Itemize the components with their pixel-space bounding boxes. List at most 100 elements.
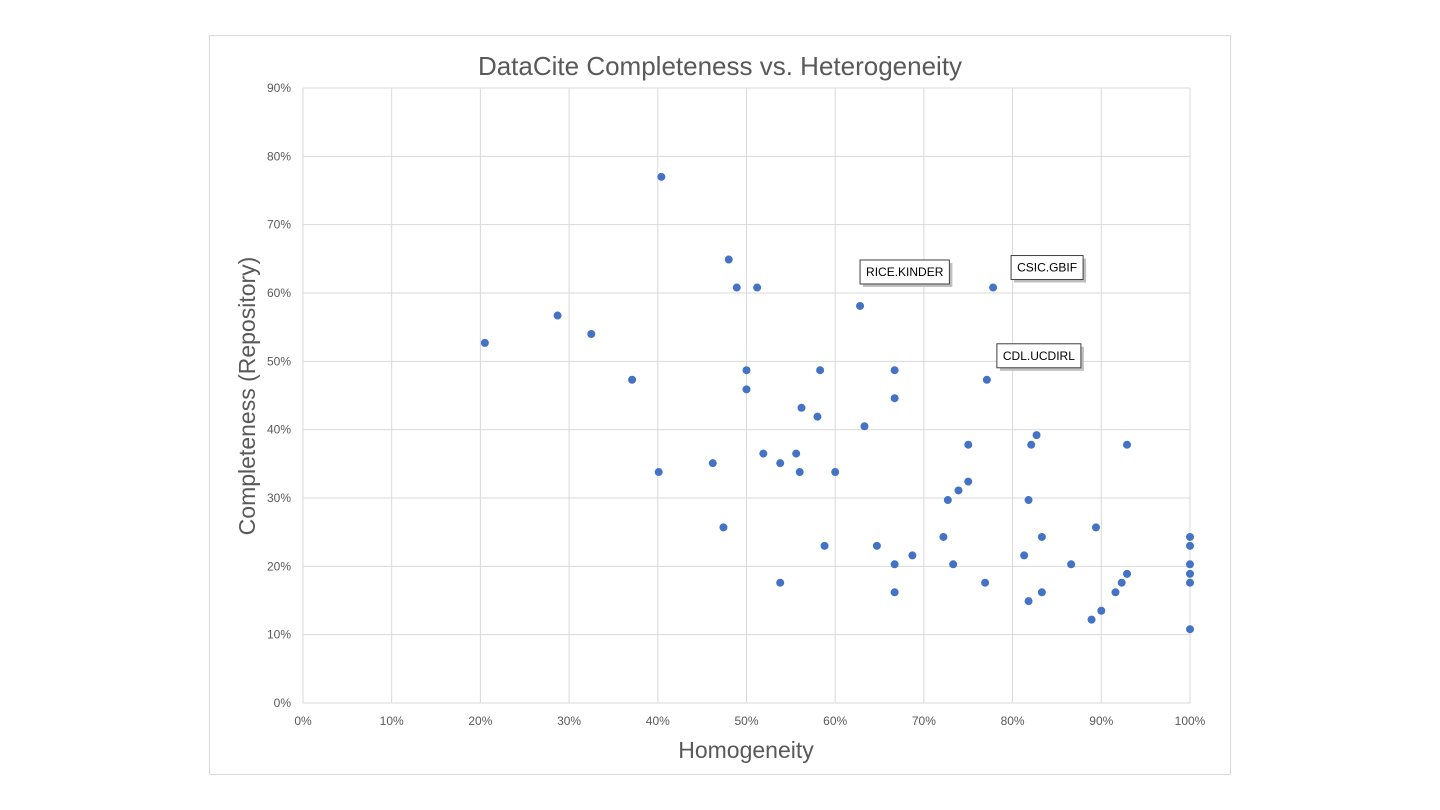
data-point [908,551,917,560]
data-point [982,375,991,384]
data-point [776,459,785,468]
y-tick-label: 0% [274,696,292,710]
x-tick-label: 30% [557,714,581,728]
data-point [742,366,751,375]
data-point [1037,532,1046,541]
x-tick-label: 80% [1001,714,1025,728]
data-point [795,468,804,477]
callout-box [996,343,1082,369]
data-point [1186,625,1194,634]
data-point [856,301,865,310]
data-point [981,578,990,587]
data-point [1027,440,1036,449]
data-point [732,283,741,292]
data-callout: RICE.KINDER [859,259,953,287]
data-point [1186,541,1194,550]
y-tick-label: 90% [267,81,291,95]
data-point [949,560,958,569]
y-tick-label: 70% [267,218,291,232]
data-point [657,172,666,181]
data-point [1123,569,1132,578]
data-point [1186,578,1194,587]
x-tick-label: 90% [1089,714,1113,728]
data-point [989,283,998,292]
data-point [890,588,899,597]
data-point [954,486,963,495]
y-tick-label: 80% [267,149,291,163]
y-axis-title: Completeness (Repository) [234,257,260,536]
data-point [943,496,952,505]
data-callout: CSIC.GBIF [1010,255,1087,283]
callout-label: CDL.UCDIRL [1003,349,1075,363]
data-point [1024,597,1033,606]
data-point [816,366,825,375]
data-point [1111,588,1120,597]
data-point [820,541,829,550]
x-tick-label: 0% [294,714,312,728]
data-point [654,468,663,477]
data-point [939,532,948,541]
data-point [1186,532,1194,541]
data-point [872,541,881,550]
callout-box [859,259,950,285]
data-point [890,366,899,375]
data-point [1091,523,1100,532]
x-tick-label: 50% [734,714,758,728]
gridlines [302,87,1191,704]
x-tick-label: 70% [912,714,936,728]
data-point [724,255,733,264]
data-point [890,394,899,403]
data-point [1024,496,1033,505]
data-point [813,412,822,421]
data-point [776,578,785,587]
data-point [1186,569,1194,578]
data-point [719,523,728,532]
y-tick-label: 10% [267,628,291,642]
x-tick-label: 20% [468,714,492,728]
callout-box [1010,255,1084,281]
chart-area: DataCite Completeness vs. Heterogeneity … [209,35,1231,775]
data-point [1067,560,1076,569]
data-point [553,311,562,320]
data-point [860,422,869,431]
data-point [1032,431,1041,440]
data-point [628,375,637,384]
scatter-chart: DataCite Completeness vs. Heterogeneity … [234,51,1206,763]
data-callout: CDL.UCDIRL [996,343,1084,371]
data-point [1117,578,1126,587]
callout-label: CSIC.GBIF [1017,261,1077,275]
x-tick-label: 40% [646,714,670,728]
data-point [1087,615,1096,624]
x-axis-title: Homogeneity [678,737,814,763]
chart-title: DataCite Completeness vs. Heterogeneity [478,51,962,81]
data-callouts: RICE.KINDER CSIC.GBIF CDL.UCDIRL [859,255,1087,371]
data-point [1037,588,1046,597]
data-point [831,468,840,477]
data-point [759,449,768,458]
y-tick-label: 50% [267,354,291,368]
x-axis-ticks: 0% 10% 20% 30% 40% 50% 60% 70% 80% 90% 100% [294,714,1205,728]
x-tick-label: 10% [380,714,404,728]
y-tick-label: 60% [267,286,291,300]
y-tick-label: 40% [267,423,291,437]
y-axis-ticks: 0% 10% 20% 30% 40% 50% 60% 70% 80% 90% [267,81,291,710]
y-tick-label: 20% [267,559,291,573]
data-point [587,330,596,338]
data-point [1186,560,1194,569]
data-point [1097,606,1106,615]
callout-label: RICE.KINDER [866,265,944,279]
y-tick-label: 30% [267,491,291,505]
data-point [964,477,973,486]
data-point [742,385,751,394]
data-point [1020,551,1029,560]
data-point [708,459,717,468]
data-point [964,440,973,449]
x-tick-label: 60% [823,714,847,728]
x-tick-label: 100% [1175,714,1206,728]
data-point [792,449,801,458]
data-point [797,403,806,412]
data-point [480,338,489,347]
data-point [890,560,899,569]
data-point [753,283,762,292]
data-point [1123,440,1132,449]
